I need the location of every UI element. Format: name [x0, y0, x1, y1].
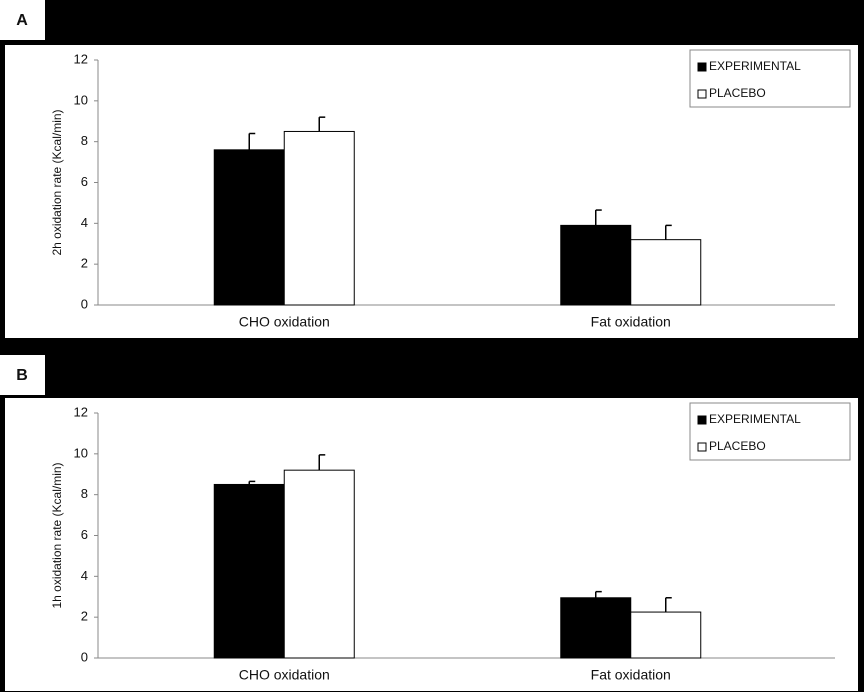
y-tick-label: 6 — [81, 527, 88, 542]
bar — [560, 597, 632, 659]
legend-label: EXPERIMENTAL — [709, 412, 801, 426]
legend-label: EXPERIMENTAL — [709, 59, 801, 73]
y-tick-label: 10 — [74, 445, 88, 460]
x-tick-label: Fat oxidation — [591, 667, 671, 683]
y-tick-label: 8 — [81, 486, 88, 501]
legend-box — [689, 402, 851, 461]
bar — [283, 130, 355, 306]
y-tick-label: 6 — [81, 174, 88, 189]
legend-box — [689, 49, 851, 108]
y-tick-label: 4 — [81, 215, 88, 230]
bar — [630, 239, 702, 306]
x-tick-label: Fat oxidation — [591, 314, 671, 330]
y-tick-label: 2 — [81, 609, 88, 624]
legend-swatch — [697, 442, 707, 452]
y-tick-label: 12 — [74, 51, 88, 66]
y-tick-label: 12 — [74, 404, 88, 419]
bar — [213, 483, 285, 659]
y-tick-label: 4 — [81, 568, 88, 583]
y-tick-label: 0 — [81, 649, 88, 664]
panel-label-box — [0, 0, 45, 40]
y-axis-label: 2h oxidation rate (Kcal/min) — [50, 109, 64, 255]
panel-label: A — [16, 12, 28, 29]
legend-swatch — [697, 89, 707, 99]
y-axis-label: 1h oxidation rate (Kcal/min) — [50, 462, 64, 608]
legend-swatch — [697, 62, 707, 72]
bar — [213, 149, 285, 306]
y-tick-label: 8 — [81, 133, 88, 148]
legend-label: PLACEBO — [709, 86, 766, 100]
y-tick-label: 0 — [81, 296, 88, 311]
bar — [630, 611, 702, 659]
x-tick-label: CHO oxidation — [239, 314, 330, 330]
x-tick-label: CHO oxidation — [239, 667, 330, 683]
legend-swatch — [697, 415, 707, 425]
panel-label: B — [16, 367, 28, 384]
bar — [283, 469, 355, 659]
legend-label: PLACEBO — [709, 439, 766, 453]
y-tick-label: 2 — [81, 256, 88, 271]
y-tick-label: 10 — [74, 92, 88, 107]
bar — [560, 224, 632, 306]
panel-label-box — [0, 355, 45, 395]
